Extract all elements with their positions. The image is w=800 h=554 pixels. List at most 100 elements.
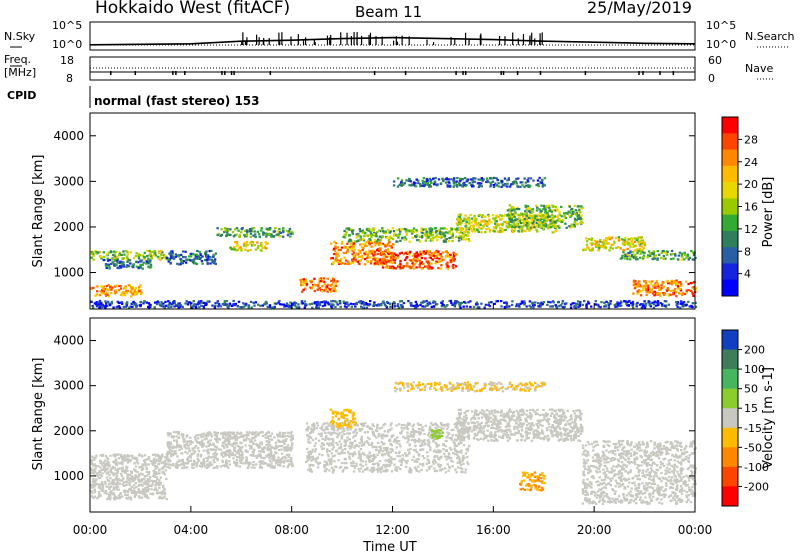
echo-cell [397, 306, 401, 309]
echo-cell [274, 441, 278, 444]
echo-cell [206, 261, 209, 264]
echo-cell [128, 482, 131, 485]
echo-cell [244, 248, 247, 251]
echo-cell [529, 177, 533, 180]
echo-cell [664, 252, 668, 255]
echo-cell [193, 450, 197, 453]
echo-cell [278, 299, 281, 303]
echo-cell [120, 474, 124, 477]
echo-cell [446, 261, 449, 264]
echo-cell [303, 300, 307, 303]
echo-cell [181, 250, 185, 253]
echo-cell [555, 306, 559, 309]
echo-cell [647, 250, 651, 253]
echo-cell [413, 252, 416, 255]
echo-cell [125, 304, 129, 307]
echo-cell [554, 206, 557, 209]
echo-cell [636, 290, 639, 293]
echo-cell [364, 242, 367, 245]
echo-cell [432, 305, 436, 308]
echo-cell [487, 222, 490, 226]
echo-cell [404, 252, 407, 255]
echo-cell [429, 254, 433, 257]
echo-cell [106, 498, 109, 501]
echo-cell [113, 494, 117, 497]
echo-cell [522, 220, 526, 223]
echo-cell [628, 244, 632, 247]
echo-cell [361, 257, 364, 260]
echo-cell [476, 224, 479, 227]
echo-cell [366, 253, 369, 256]
echo-cell [644, 282, 648, 285]
echo-cell [368, 249, 371, 252]
echo-cell [414, 255, 417, 258]
echo-cell [458, 222, 461, 225]
echo-cell [126, 474, 129, 477]
y-tick-label: 3000 [53, 174, 84, 188]
echo-cell [252, 301, 255, 304]
echo-cell [147, 488, 150, 491]
echo-cell [362, 238, 365, 241]
echo-cell [480, 227, 483, 230]
echo-cell [160, 301, 163, 304]
echo-cell [281, 235, 285, 238]
echo-cell [102, 304, 105, 307]
echo-cell [437, 449, 440, 452]
echo-cell [439, 464, 443, 467]
echo-cell [420, 231, 423, 234]
echo-cell [110, 300, 114, 303]
echo-cell [636, 258, 639, 261]
echo-cell [212, 466, 215, 469]
echo-cell [542, 208, 545, 211]
echo-cell [206, 258, 209, 261]
echo-cell [550, 210, 553, 213]
echo-cell [415, 451, 419, 454]
echo-cell [440, 305, 444, 308]
echo-cell [248, 431, 251, 434]
echo-cell [140, 472, 143, 475]
echo-cell [305, 280, 309, 283]
echo-cell [662, 249, 665, 253]
echo-cell [485, 220, 489, 223]
echo-cell [687, 258, 690, 261]
echo-cell [407, 300, 410, 303]
echo-cell [532, 301, 535, 305]
echo-cell [558, 211, 561, 214]
echo-cell [449, 261, 452, 264]
echo-cell [331, 441, 335, 444]
echo-cell [356, 260, 359, 263]
echo-cell [467, 234, 470, 237]
echo-cell [139, 260, 143, 263]
echo-cell [274, 462, 278, 465]
echo-cell [152, 470, 155, 473]
echo-cell [336, 251, 339, 254]
echo-cell [98, 471, 101, 474]
echo-cell [435, 234, 438, 237]
echo-cell [391, 254, 394, 257]
echo-cell [118, 301, 122, 304]
echo-cell [382, 252, 385, 255]
echo-cell [186, 434, 189, 437]
echo-cell [684, 280, 688, 283]
echo-cell [235, 441, 238, 445]
echo-cell [159, 455, 162, 458]
echo-cell [188, 255, 191, 258]
echo-cell [655, 301, 659, 304]
echo-cell [234, 438, 238, 441]
echo-cell [494, 217, 497, 220]
echo-cell [183, 445, 186, 448]
echo-cell [624, 257, 627, 260]
echo-cell [145, 466, 148, 469]
echo-cell [515, 182, 518, 185]
echo-cell [416, 255, 419, 258]
echo-cell [147, 265, 150, 268]
echo-cell [154, 484, 157, 487]
echo-cell [194, 438, 197, 441]
echo-cell [398, 264, 401, 267]
echo-cell [182, 462, 185, 465]
echo-cell [266, 445, 270, 448]
echo-cell [117, 457, 121, 460]
echo-cell [406, 265, 409, 268]
echo-cell [502, 214, 506, 217]
echo-cell [286, 446, 289, 449]
